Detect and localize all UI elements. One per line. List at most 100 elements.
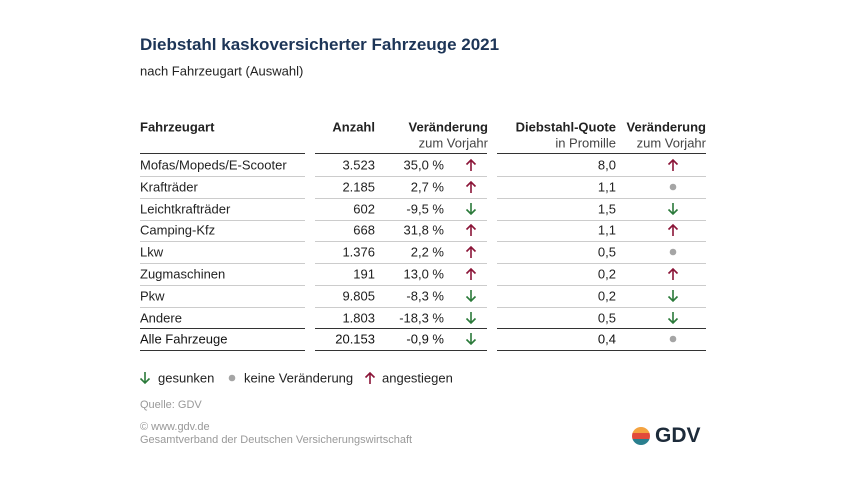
row-divider — [315, 285, 487, 286]
trend-up — [465, 267, 477, 280]
count: 2.185 — [342, 179, 375, 195]
trend-up — [465, 224, 477, 237]
theft-rate: 0,5 — [597, 244, 616, 260]
column-header: zum Vorjahr — [418, 135, 488, 151]
trend-down — [465, 289, 477, 302]
row-divider — [497, 219, 706, 221]
trend-same — [669, 183, 677, 191]
theft-rate: 1,1 — [597, 222, 616, 238]
column-header: zum Vorjahr — [636, 135, 706, 151]
vehicle-type: Pkw — [140, 288, 165, 304]
row-divider — [140, 219, 305, 221]
row-divider — [140, 285, 305, 286]
column-header: Fahrzeugart — [140, 119, 215, 135]
row-divider — [497, 263, 706, 265]
organization: Gesamtverband der Deutschen Versicherung… — [140, 434, 413, 446]
change: -8,3 % — [406, 288, 444, 304]
row-divider — [315, 306, 487, 308]
trend-same — [669, 336, 677, 343]
count: 3.523 — [342, 157, 375, 173]
trend-up — [667, 224, 679, 237]
theft-rate: 0,5 — [597, 310, 616, 326]
row-divider — [140, 176, 305, 177]
trend-down — [139, 372, 151, 385]
count: 1.376 — [342, 244, 375, 260]
row-divider — [497, 306, 706, 308]
count: 20.153 — [335, 331, 375, 347]
column-header: in Promille — [555, 135, 616, 151]
count: 1.803 — [342, 310, 375, 326]
change: -9,5 % — [406, 201, 444, 217]
row-divider — [497, 176, 706, 177]
column-header: Veränderung — [626, 119, 706, 135]
logo-text: GDV — [655, 424, 701, 447]
row-divider — [140, 197, 305, 199]
theft-rate: 0,4 — [597, 331, 616, 347]
theft-rate: 0,2 — [597, 288, 616, 304]
logo-icon — [632, 427, 650, 445]
count: 602 — [353, 201, 375, 217]
theft-rate: 1,5 — [597, 201, 616, 217]
trend-down — [667, 202, 679, 215]
legend-label: gesunken — [158, 370, 215, 386]
theft-rate: 0,2 — [597, 266, 616, 282]
row-divider — [497, 153, 706, 154]
row-divider — [140, 306, 305, 308]
trend-same — [228, 374, 236, 382]
change: -18,3 % — [399, 310, 444, 326]
trend-down — [465, 202, 477, 215]
row-divider — [315, 241, 487, 243]
vehicle-type: Andere — [140, 310, 182, 326]
trend-up — [667, 158, 679, 171]
change: 35,0 % — [403, 157, 444, 173]
column-header: Anzahl — [332, 119, 375, 135]
row-divider — [315, 328, 487, 330]
trend-down — [465, 311, 477, 324]
count: 9.805 — [342, 288, 375, 304]
trend-down — [667, 311, 679, 324]
trend-up — [364, 371, 376, 384]
row-divider — [140, 350, 305, 352]
theft-rate: 1,1 — [597, 179, 616, 195]
vehicle-type: Camping-Kfz — [140, 222, 216, 238]
change: 2,7 % — [410, 179, 444, 195]
vehicle-type: Lkw — [140, 244, 164, 260]
trend-same — [669, 248, 677, 256]
row-divider — [315, 350, 487, 352]
trend-up — [465, 180, 477, 193]
change: 31,8 % — [403, 222, 444, 238]
change: 2,2 % — [410, 244, 444, 260]
change: 13,0 % — [403, 266, 444, 282]
vehicle-type: Krafträder — [140, 179, 198, 195]
vehicle-type: Mofas/Mopeds/E-Scooter — [140, 157, 287, 173]
row-divider — [140, 328, 305, 330]
website: © www.gdv.de — [140, 421, 210, 433]
row-divider — [497, 328, 706, 330]
row-divider — [140, 241, 305, 243]
row-divider — [315, 153, 487, 154]
trend-up — [667, 267, 679, 280]
theft-rate: 8,0 — [597, 157, 616, 173]
trend-up — [465, 246, 477, 259]
count: 668 — [353, 222, 375, 238]
column-header: Veränderung — [408, 119, 488, 135]
column-header: Diebstahl-Quote — [515, 119, 616, 135]
subtitle: nach Fahrzeugart (Auswahl) — [140, 63, 304, 79]
row-divider — [497, 285, 706, 286]
trend-up — [465, 158, 477, 171]
row-divider — [497, 350, 706, 352]
vehicle-type: Leichtkrafträder — [140, 201, 231, 217]
row-divider — [315, 263, 487, 265]
source: Quelle: GDV — [140, 399, 202, 411]
row-divider — [497, 241, 706, 243]
row-divider — [315, 219, 487, 221]
legend-label: angestiegen — [382, 370, 453, 386]
row-divider — [315, 176, 487, 177]
trend-down — [465, 333, 477, 346]
vehicle-type: Alle Fahrzeuge — [140, 331, 228, 347]
row-divider — [497, 197, 706, 199]
change: -0,9 % — [406, 331, 444, 347]
legend-label: keine Veränderung — [244, 370, 354, 386]
trend-down — [667, 289, 679, 302]
